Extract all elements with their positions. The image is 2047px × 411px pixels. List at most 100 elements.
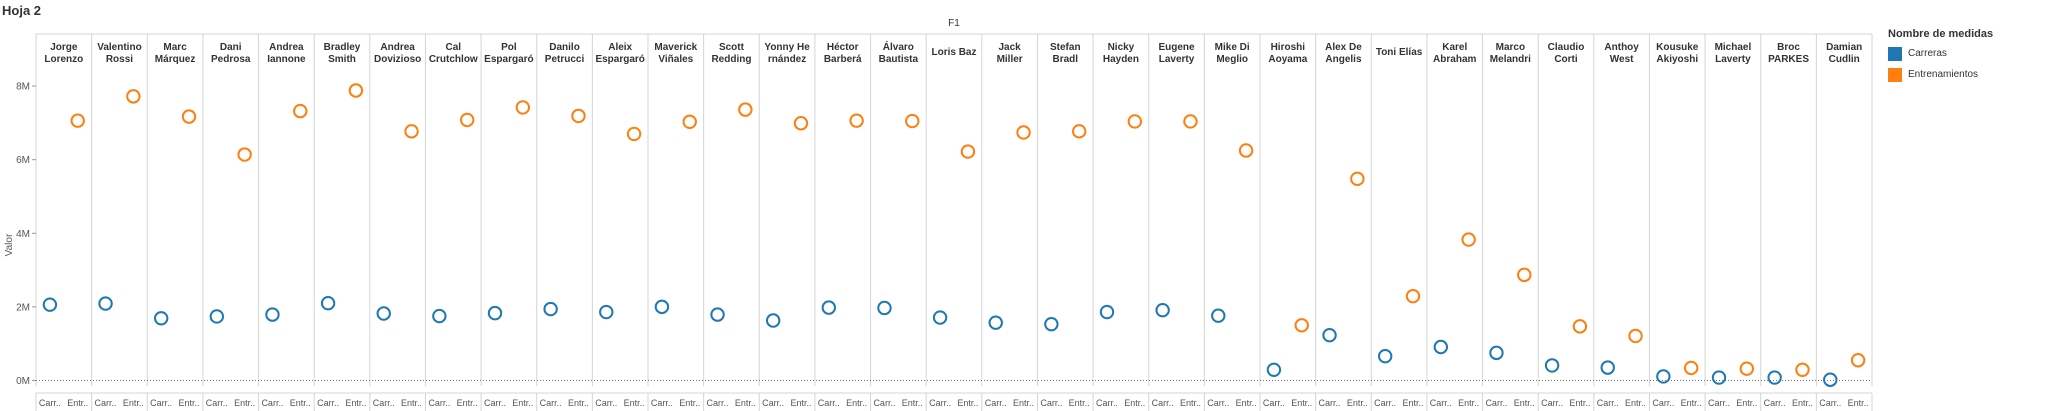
- x-sub-label: Carr..: [1541, 398, 1563, 408]
- entrenamientos-point[interactable]: [1517, 267, 1532, 283]
- carreras-point[interactable]: [543, 301, 558, 317]
- carreras-point[interactable]: [1489, 345, 1504, 361]
- column-header-label: Claudio Corti: [1548, 42, 1585, 65]
- entrenamientos-point[interactable]: [960, 144, 976, 159]
- x-sub-label: Entr..: [178, 398, 199, 408]
- entrenamientos-point[interactable]: [1016, 125, 1031, 140]
- x-sub-label: Entr..: [1013, 398, 1034, 408]
- column-header-label: Pol Espargaró: [484, 42, 533, 65]
- entrenamientos-point[interactable]: [1071, 124, 1087, 139]
- x-sub-label: Entr..: [1625, 398, 1646, 408]
- entrenamientos-point[interactable]: [1461, 232, 1476, 247]
- x-sub-label: Carr..: [540, 398, 562, 408]
- x-sub-label: Carr..: [428, 398, 450, 408]
- entrenamientos-point[interactable]: [293, 103, 308, 119]
- entrenamientos-point[interactable]: [404, 124, 419, 139]
- entrenamientos-point[interactable]: [1739, 361, 1755, 376]
- x-sub-label: Carr..: [95, 398, 117, 408]
- column-group-header: F1: [948, 18, 960, 29]
- entrenamientos-point[interactable]: [1628, 328, 1643, 344]
- carreras-point[interactable]: [710, 307, 725, 322]
- carreras-point[interactable]: [932, 310, 948, 325]
- carreras-point[interactable]: [1600, 360, 1615, 375]
- carreras-point[interactable]: [432, 308, 447, 324]
- x-sub-label: Carr..: [1374, 398, 1396, 408]
- carreras-point[interactable]: [153, 311, 169, 326]
- entrenamientos-point[interactable]: [571, 108, 586, 124]
- carreras-point[interactable]: [1099, 304, 1115, 320]
- carreras-point[interactable]: [1044, 316, 1059, 332]
- entrenamientos-point[interactable]: [849, 113, 864, 128]
- carreras-point[interactable]: [1322, 328, 1337, 343]
- entrenamientos-point[interactable]: [181, 109, 197, 124]
- entrenamientos-point[interactable]: [1183, 114, 1198, 129]
- carreras-point[interactable]: [1767, 370, 1782, 385]
- entrenamientos-point[interactable]: [1795, 362, 1810, 378]
- carreras-point[interactable]: [1544, 358, 1560, 373]
- entrenamientos-point[interactable]: [793, 116, 809, 131]
- legend-item-carreras[interactable]: Carreras: [1888, 43, 2047, 64]
- x-sub-label: Entr..: [512, 398, 533, 408]
- x-sub-label: Carr..: [206, 398, 228, 408]
- y-axis-title: Valor: [4, 233, 15, 256]
- carreras-point[interactable]: [1433, 339, 1449, 355]
- entrenamientos-point[interactable]: [1127, 114, 1143, 129]
- carreras-point[interactable]: [320, 296, 336, 311]
- entrenamientos-point[interactable]: [1238, 143, 1254, 158]
- entrenamientos-point[interactable]: [1405, 289, 1421, 304]
- entrenamientos-point[interactable]: [515, 100, 531, 115]
- legend-item-entrenamientos[interactable]: Entrenamientos: [1888, 64, 2047, 85]
- x-sub-label: Entr..: [846, 398, 867, 408]
- column-header-label: Bradley Smith: [324, 42, 361, 65]
- x-sub-label: Entr..: [1180, 398, 1201, 408]
- carreras-point[interactable]: [877, 300, 892, 316]
- x-sub-label: Carr..: [651, 398, 673, 408]
- x-sub-label: Carr..: [929, 398, 951, 408]
- carreras-point[interactable]: [487, 305, 503, 321]
- carreras-point[interactable]: [1711, 370, 1727, 385]
- x-sub-label: Carr..: [818, 398, 840, 408]
- y-tick-label: 8M: [16, 82, 30, 93]
- carreras-point[interactable]: [821, 300, 837, 315]
- carreras-point[interactable]: [765, 313, 781, 328]
- carreras-point[interactable]: [1211, 308, 1226, 323]
- column-header-label: Danilo Petrucci: [545, 42, 585, 65]
- y-tick-label: 0M: [16, 376, 30, 387]
- legend-label-entrenamientos: Entrenamientos: [1908, 69, 1979, 80]
- entrenamientos-point[interactable]: [1350, 171, 1365, 187]
- carreras-point[interactable]: [42, 297, 58, 312]
- entrenamientos-point[interactable]: [682, 114, 697, 129]
- entrenamientos-point[interactable]: [1294, 318, 1309, 333]
- x-sub-label: Carr..: [707, 398, 729, 408]
- carreras-point[interactable]: [1823, 372, 1838, 387]
- carreras-point[interactable]: [1656, 369, 1671, 384]
- carreras-point[interactable]: [599, 304, 614, 320]
- carreras-point[interactable]: [654, 299, 670, 315]
- entrenamientos-point[interactable]: [738, 102, 753, 117]
- x-sub-label: Entr..: [1291, 398, 1312, 408]
- carreras-point[interactable]: [1377, 348, 1393, 364]
- entrenamientos-point[interactable]: [126, 89, 141, 104]
- entrenamientos-point[interactable]: [905, 113, 920, 129]
- carreras-point[interactable]: [265, 307, 280, 322]
- column-header-label: Nicky Hayden: [1103, 42, 1139, 65]
- entrenamientos-point[interactable]: [70, 113, 85, 128]
- x-sub-label: Entr..: [1402, 398, 1423, 408]
- carreras-point[interactable]: [1155, 302, 1170, 318]
- entrenamientos-point[interactable]: [626, 126, 642, 142]
- carreras-point[interactable]: [209, 309, 225, 324]
- entrenamientos-point[interactable]: [459, 112, 475, 128]
- carreras-point[interactable]: [98, 296, 113, 311]
- entrenamientos-point[interactable]: [1572, 319, 1588, 334]
- carreras-point[interactable]: [988, 315, 1003, 330]
- entrenamientos-point[interactable]: [1683, 360, 1699, 376]
- carreras-point[interactable]: [376, 306, 391, 321]
- carreras-point[interactable]: [1266, 362, 1282, 378]
- x-sub-label: Entr..: [290, 398, 311, 408]
- x-sub-label: Carr..: [373, 398, 395, 408]
- entrenamientos-point[interactable]: [348, 83, 364, 98]
- x-sub-label: Carr..: [1207, 398, 1229, 408]
- entrenamientos-point[interactable]: [1850, 353, 1866, 368]
- x-sub-label: Carr..: [873, 398, 895, 408]
- entrenamientos-point[interactable]: [237, 147, 252, 162]
